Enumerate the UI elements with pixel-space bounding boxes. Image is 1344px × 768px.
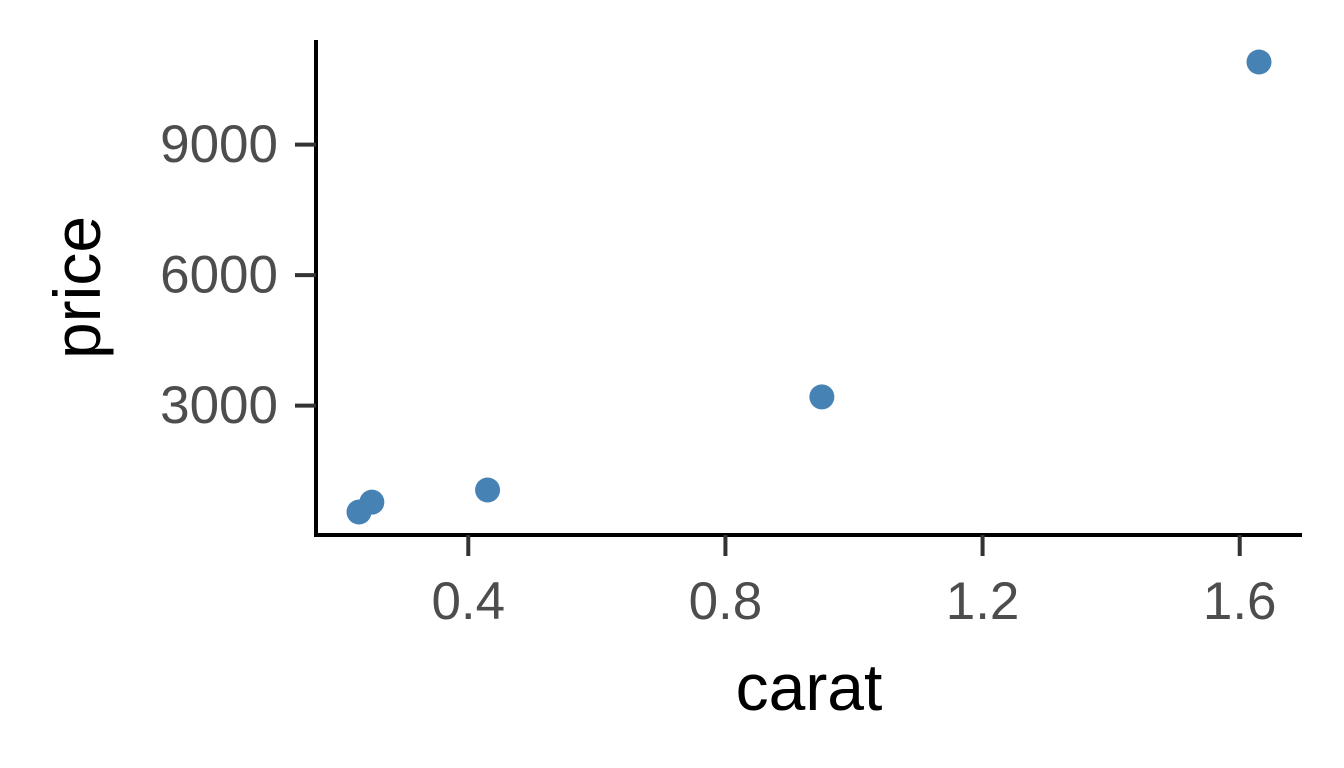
y-axis-ticks: 3000 6000 9000 (160, 115, 316, 435)
data-point (809, 384, 835, 410)
data-point (475, 477, 501, 503)
y-tick-label: 9000 (160, 115, 278, 174)
y-tick-label: 3000 (160, 376, 278, 435)
data-point (359, 489, 385, 515)
x-axis-title: carat (736, 650, 883, 724)
x-tick-label: 1.2 (946, 572, 1020, 631)
y-axis-title: price (40, 216, 114, 359)
x-tick-label: 0.8 (689, 572, 763, 631)
x-tick-label: 1.6 (1203, 572, 1277, 631)
data-points (346, 49, 1272, 525)
x-axis-ticks: 0.4 0.8 1.2 1.6 (431, 535, 1277, 631)
data-point (1246, 49, 1272, 75)
x-tick-label: 0.4 (431, 572, 505, 631)
y-tick-label: 6000 (160, 246, 278, 305)
axes (314, 40, 1302, 537)
